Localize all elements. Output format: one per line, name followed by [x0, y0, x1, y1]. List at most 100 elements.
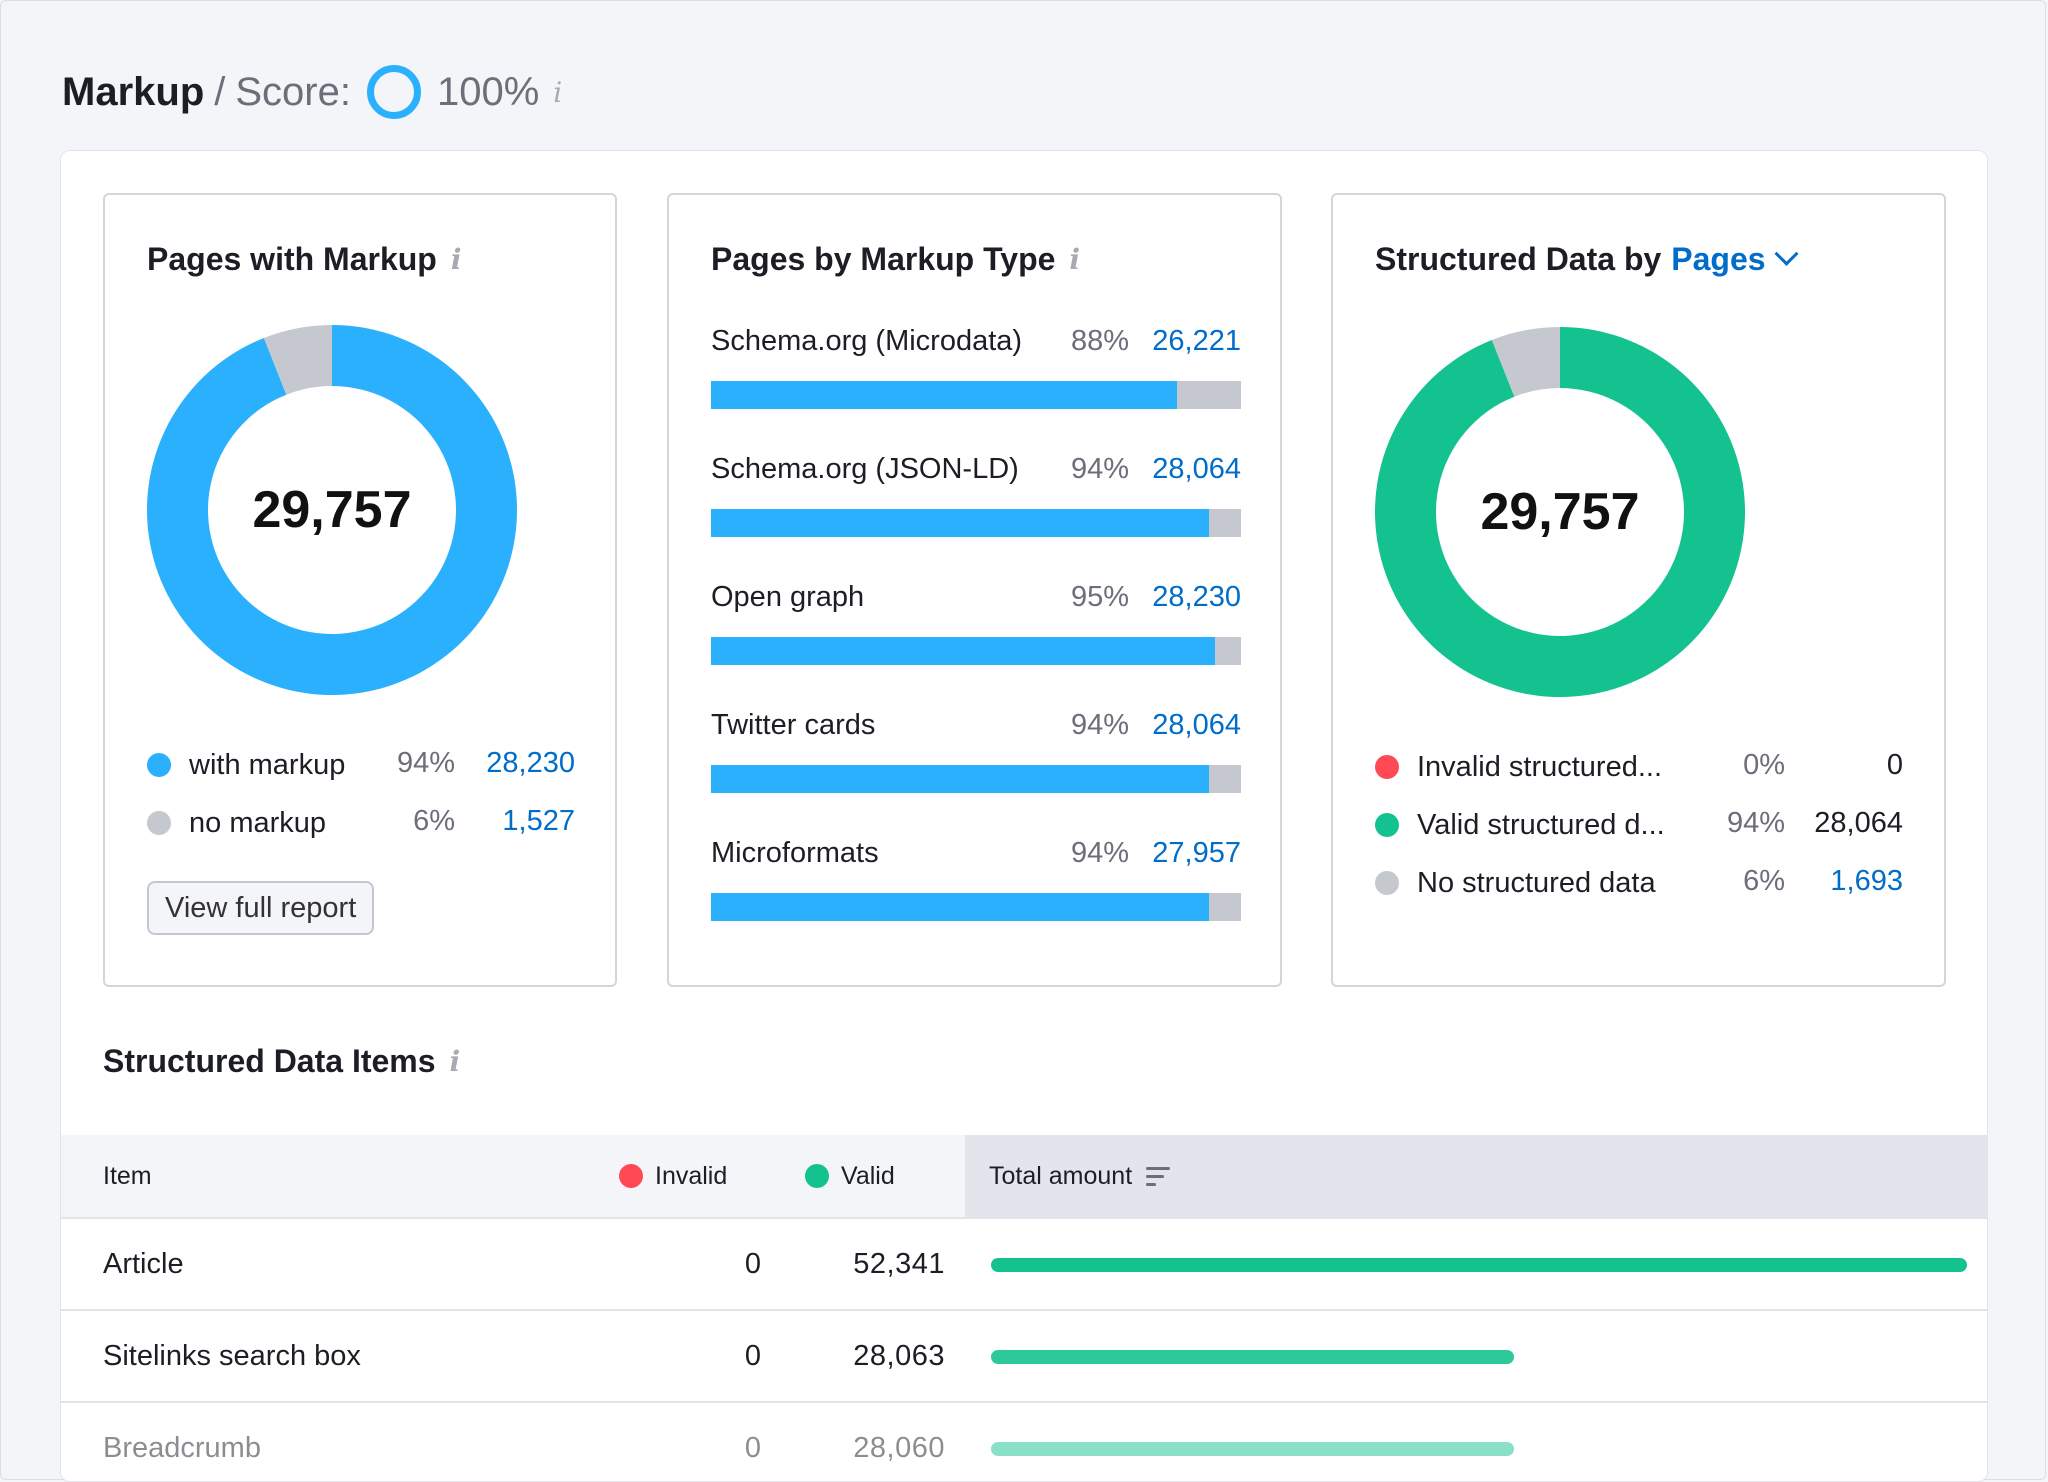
structured-data-widget: Structured Data by Pages 29,757 Invalid …	[1331, 193, 1946, 987]
table-row[interactable]: Breadcrumb 0 28,060	[61, 1403, 1987, 1481]
valid-dot-icon	[805, 1164, 829, 1188]
invalid-count: 0	[744, 1339, 761, 1372]
markup-type-label: Schema.org (JSON-LD)	[711, 453, 1019, 485]
table-row[interactable]: Article 0 52,341	[61, 1219, 1987, 1311]
widget-title: Pages with Markup i	[147, 241, 461, 278]
legend-dot-gray	[147, 811, 171, 835]
legend-item-with-markup[interactable]: with markup	[147, 745, 345, 785]
legend-dot-blue	[147, 753, 171, 777]
legend-value-link[interactable]: 28,230	[486, 747, 575, 779]
column-header-total-amount[interactable]: Total amount	[965, 1135, 1987, 1217]
sort-icon[interactable]	[1146, 1166, 1171, 1186]
pages-with-markup-widget: Pages with Markup i 29,757 with markup 9…	[103, 193, 617, 987]
legend-value-link[interactable]: 1,527	[502, 805, 575, 837]
markup-donut-svg	[146, 325, 517, 695]
invalid-count: 0	[744, 1431, 761, 1464]
total-amount-bar	[991, 1350, 1515, 1364]
markup-type-row[interactable]: Schema.org (Microdata) 88% 26,221	[711, 325, 1241, 425]
markup-type-bar-fill	[711, 765, 1210, 793]
markup-type-row[interactable]: Microformats 94% 27,957	[711, 837, 1241, 937]
total-header-label: Total amount	[989, 1161, 1133, 1190]
markup-type-label: Microformats	[711, 837, 879, 869]
markup-type-pct: 94%	[1070, 453, 1129, 485]
pages-by-markup-type-widget: Pages by Markup Type i Schema.org (Micro…	[667, 193, 1282, 987]
valid-count: 28,060	[853, 1431, 945, 1464]
pages-with-markup-title: Pages with Markup	[147, 241, 437, 277]
structured-data-title: Structured Data by	[1375, 241, 1662, 277]
markup-type-label: Open graph	[711, 581, 865, 613]
donut-total: 29,757	[1480, 483, 1640, 541]
total-amount-bar	[991, 1258, 1967, 1272]
item-name: Article	[103, 1247, 184, 1280]
pages-by-type-title: Pages by Markup Type	[711, 241, 1056, 277]
legend-dot-green	[1375, 813, 1399, 837]
chevron-down-icon[interactable]	[1774, 241, 1799, 266]
legend-pct: 94%	[396, 747, 455, 779]
markup-type-value-link[interactable]: 26,221	[1152, 325, 1241, 357]
markup-type-row[interactable]: Twitter cards 94% 28,064	[711, 709, 1241, 809]
widget-title: Pages by Markup Type i	[711, 241, 1080, 278]
info-icon[interactable]: i	[1069, 243, 1081, 276]
legend-value: 0	[1886, 749, 1903, 781]
donut-total: 29,757	[252, 481, 412, 539]
valid-header-label: Valid	[841, 1161, 895, 1190]
score-value: 100%	[436, 69, 540, 114]
total-amount-bar-track	[991, 1258, 1967, 1272]
markup-type-value-link[interactable]: 28,230	[1152, 581, 1241, 613]
legend-pct: 0%	[1743, 749, 1785, 781]
markup-type-value-link[interactable]: 28,064	[1152, 709, 1241, 741]
view-full-report-button[interactable]: View full report	[147, 881, 375, 935]
legend-pct: 94%	[1726, 807, 1785, 839]
column-header-item[interactable]: Item	[103, 1161, 152, 1190]
markup-type-pct: 88%	[1070, 325, 1129, 357]
legend-label: No structured data	[1417, 866, 1656, 899]
markup-type-value-link[interactable]: 28,064	[1152, 453, 1241, 485]
info-icon[interactable]: i	[449, 1045, 461, 1078]
markup-type-value-link[interactable]: 27,957	[1152, 837, 1241, 869]
legend-item-invalid[interactable]: Invalid structured...	[1375, 747, 1662, 787]
pages-dropdown[interactable]: Pages	[1671, 241, 1766, 277]
valid-count: 52,341	[853, 1247, 945, 1280]
info-icon[interactable]: i	[553, 75, 563, 109]
legend-item-no-structured-data[interactable]: No structured data	[1375, 863, 1656, 903]
markup-type-bar-fill	[711, 381, 1178, 409]
legend-item-valid[interactable]: Valid structured d...	[1375, 805, 1665, 845]
invalid-dot-icon	[619, 1164, 643, 1188]
table-row[interactable]: Sitelinks search box 0 28,063	[61, 1311, 1987, 1403]
column-header-valid[interactable]: Valid	[805, 1135, 895, 1217]
donut-slice-valid[interactable]	[1375, 327, 1745, 697]
total-amount-bar	[991, 1442, 1515, 1456]
legend-label: Valid structured d...	[1417, 808, 1665, 841]
donut-slice-with-markup[interactable]	[146, 325, 517, 695]
markup-type-bar-track	[711, 381, 1241, 409]
table-header: Item Invalid Valid Total amount	[61, 1135, 1987, 1219]
markup-donut-chart[interactable]: 29,757	[146, 325, 517, 695]
column-header-invalid[interactable]: Invalid	[619, 1135, 727, 1217]
markup-type-bar-track	[711, 637, 1241, 665]
markup-type-label: Schema.org (Microdata)	[711, 325, 1023, 357]
item-name: Sitelinks search box	[103, 1339, 361, 1372]
markup-type-bar-track	[711, 893, 1241, 921]
score-ring-icon	[366, 65, 421, 119]
legend-value-link[interactable]: 1,693	[1830, 865, 1903, 897]
structured-data-items-title: Structured Data Items i	[103, 1043, 460, 1080]
item-name: Breadcrumb	[103, 1431, 261, 1464]
section-title-text: Structured Data Items	[103, 1043, 436, 1079]
markup-type-row[interactable]: Schema.org (JSON-LD) 94% 28,064	[711, 453, 1241, 553]
donut-slice-no-markup[interactable]	[263, 325, 332, 395]
markup-type-label: Twitter cards	[711, 709, 876, 741]
structured-donut-chart[interactable]: 29,757	[1375, 327, 1745, 697]
legend-pct: 6%	[1743, 865, 1785, 897]
markup-type-bar-track	[711, 765, 1241, 793]
markup-type-row[interactable]: Open graph 95% 28,230	[711, 581, 1241, 681]
invalid-count: 0	[744, 1247, 761, 1280]
legend-dot-gray	[1375, 871, 1399, 895]
donut-slice-no-data[interactable]	[1491, 327, 1560, 397]
score-label: Score:	[235, 69, 351, 114]
info-icon[interactable]: i	[450, 243, 462, 276]
markup-type-bar-track	[711, 509, 1241, 537]
total-amount-bar-track	[991, 1442, 1967, 1456]
legend-item-no-markup[interactable]: no markup	[147, 803, 326, 843]
markup-type-bar-fill	[711, 509, 1210, 537]
markup-type-pct: 94%	[1070, 837, 1129, 869]
